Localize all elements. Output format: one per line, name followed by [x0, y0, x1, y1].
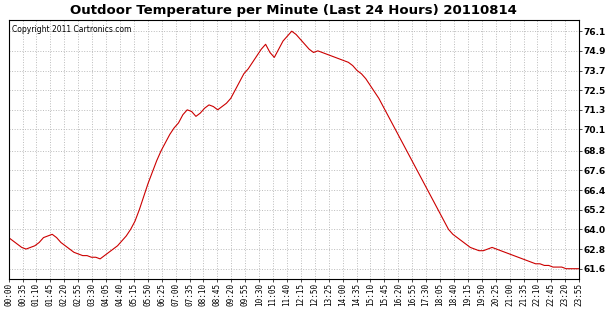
Text: Copyright 2011 Cartronics.com: Copyright 2011 Cartronics.com — [12, 25, 131, 34]
Title: Outdoor Temperature per Minute (Last 24 Hours) 20110814: Outdoor Temperature per Minute (Last 24 … — [71, 4, 517, 17]
